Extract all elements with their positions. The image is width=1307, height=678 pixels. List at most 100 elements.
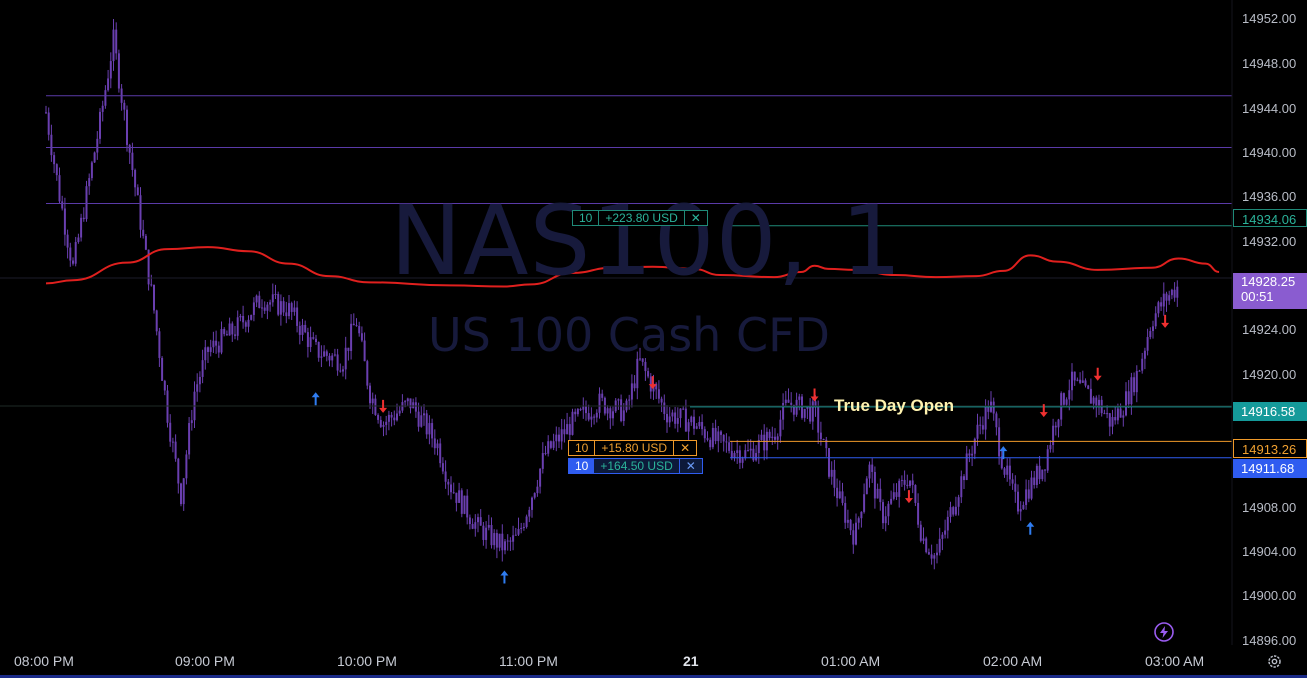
candle-body [188, 423, 191, 455]
candle-body [973, 438, 976, 454]
candle-body [517, 528, 520, 535]
candle-body [549, 441, 552, 448]
candle-body [520, 527, 523, 529]
candle-body [860, 511, 863, 519]
candle-body [379, 419, 382, 427]
candle-body [306, 332, 309, 347]
order-qty: 10 [573, 211, 600, 225]
candle-body [198, 376, 201, 385]
candle-body [180, 483, 182, 505]
lightning-icon[interactable] [1153, 621, 1175, 648]
candle-body [258, 295, 261, 309]
candle-body [541, 453, 544, 469]
candle-body [509, 540, 512, 542]
candle-body [209, 347, 212, 352]
candle-body [1092, 397, 1095, 404]
candle-body [587, 413, 590, 420]
candle-body [277, 294, 280, 315]
candle-body [128, 144, 131, 153]
gear-icon[interactable] [1266, 653, 1283, 675]
candle-body [485, 527, 488, 540]
candle-body [126, 109, 128, 145]
candle-body [563, 429, 566, 435]
candle-body [374, 398, 377, 415]
price-tick: 14896.00 [1242, 633, 1297, 648]
candle-body [293, 307, 296, 312]
candle-body [1044, 469, 1046, 471]
candle-body [922, 538, 925, 541]
take-profit-order[interactable]: 10 +223.80 USD ✕ [572, 210, 708, 226]
candle-body [1052, 425, 1055, 446]
candle-body [906, 484, 909, 486]
candle-body [606, 408, 609, 414]
candle-body [1084, 380, 1087, 386]
candle-body [1011, 479, 1014, 484]
candle-body [495, 533, 498, 548]
candle-body [582, 406, 585, 410]
candle-body [261, 307, 263, 309]
candle-body [601, 393, 604, 398]
candle-body [536, 486, 539, 494]
candle-body [242, 315, 245, 323]
candle-body [301, 324, 304, 335]
candle-body [844, 502, 847, 523]
close-order-button[interactable]: ✕ [685, 459, 696, 473]
candle-body [512, 535, 515, 542]
time-tick: 08:00 PM [14, 653, 74, 669]
true-day-open-price-badge: 14916.58 [1233, 402, 1307, 421]
candle-body [250, 314, 253, 320]
candle-body [355, 325, 358, 327]
close-order-button[interactable]: ✕ [690, 211, 701, 225]
candle-body [574, 411, 577, 415]
candle-body [954, 506, 957, 515]
order-pnl: +15.80 USD [595, 441, 675, 455]
candle-body [331, 355, 334, 361]
close-order-button[interactable]: ✕ [680, 441, 691, 455]
candle-body [1122, 415, 1125, 418]
candle-body [72, 260, 74, 264]
true-day-open-label: True Day Open [834, 396, 954, 415]
position-order[interactable]: 10 +164.50 USD ✕ [568, 458, 703, 474]
candle-body [1003, 468, 1006, 475]
candle-body [328, 355, 331, 361]
candle-body [439, 443, 442, 464]
candle-body [1068, 390, 1071, 400]
candle-body [1108, 413, 1111, 427]
candle-body [263, 307, 266, 311]
candle-body [609, 408, 612, 419]
limit-order[interactable]: 10 +15.80 USD ✕ [568, 440, 698, 456]
candle-body [182, 478, 185, 505]
candle-body [498, 533, 501, 548]
candle-body [892, 492, 895, 499]
candle-body [1111, 417, 1114, 427]
candle-body [927, 552, 930, 555]
sell-signal-arrow [904, 490, 913, 504]
candle-body [236, 317, 239, 336]
candle-body [787, 399, 790, 403]
candle-body [161, 357, 164, 381]
candle-body [725, 441, 728, 443]
candle-body [722, 434, 725, 442]
candle-body [1073, 371, 1076, 381]
candle-body [714, 427, 717, 442]
candle-body [117, 53, 120, 89]
price-tick: 14948.00 [1242, 56, 1297, 71]
candle-body [865, 478, 868, 495]
candle-body [504, 541, 506, 551]
candle-body [803, 408, 806, 418]
candle-body [984, 405, 987, 430]
candle-body [436, 443, 439, 449]
candle-body [482, 525, 485, 540]
price-tick: 14924.00 [1242, 322, 1297, 337]
candle-body [1176, 286, 1179, 298]
candle-body [841, 491, 844, 503]
candle-body [185, 454, 188, 479]
candle-body [895, 492, 898, 497]
candle-body [833, 469, 836, 488]
candle-body [455, 492, 458, 503]
candle-body [99, 111, 101, 139]
candle-body [1162, 293, 1165, 307]
candle-body [377, 414, 380, 420]
candle-body [104, 90, 107, 106]
